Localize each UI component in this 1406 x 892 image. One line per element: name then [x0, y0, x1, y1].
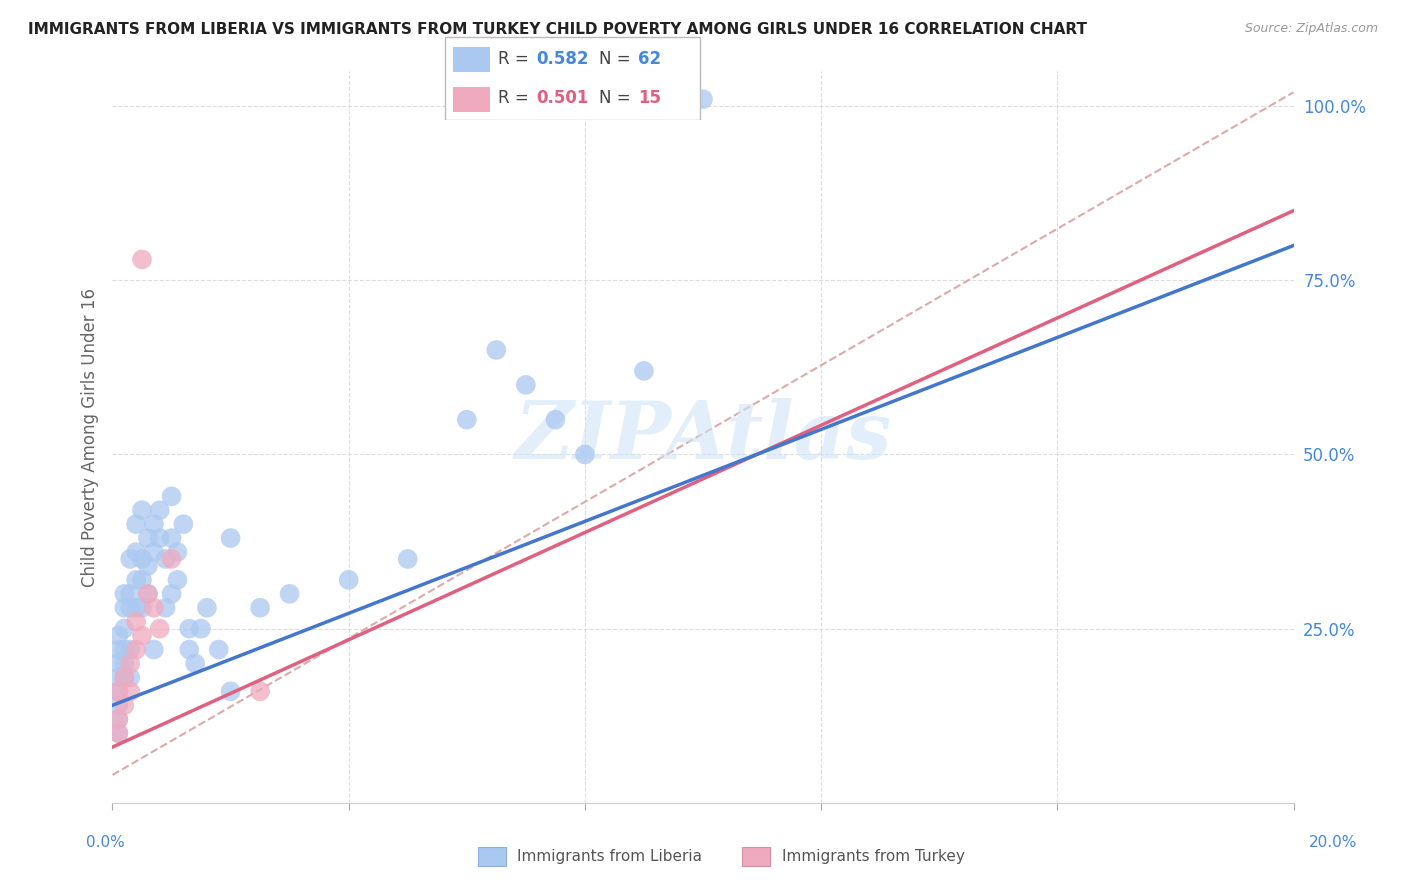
Point [136, 558, 159, 573]
Bar [453, 87, 489, 112]
Point [107, 684, 129, 698]
Bar [742, 847, 770, 865]
Point [125, 642, 148, 657]
Point [112, 670, 135, 684]
Point [120, 670, 142, 684]
Point [515, 377, 537, 392]
Text: N =: N = [599, 89, 636, 107]
Point [337, 573, 360, 587]
Point [142, 545, 165, 559]
Text: R =: R = [498, 89, 533, 107]
Point [278, 587, 301, 601]
Point [107, 642, 129, 657]
Point [120, 600, 142, 615]
Point [692, 92, 714, 106]
Text: Source: ZipAtlas.com: Source: ZipAtlas.com [1244, 22, 1378, 36]
Point [142, 642, 165, 657]
Point [107, 684, 129, 698]
Point [112, 600, 135, 615]
Point [125, 615, 148, 629]
Point [249, 684, 271, 698]
Point [107, 629, 129, 643]
Point [160, 489, 183, 503]
Point [574, 448, 596, 462]
Point [544, 412, 567, 426]
Point [125, 517, 148, 532]
Point [120, 657, 142, 671]
Point [131, 552, 153, 566]
Point [136, 587, 159, 601]
Point [107, 698, 129, 713]
Point [125, 600, 148, 615]
Point [208, 642, 231, 657]
Point [160, 587, 183, 601]
Point [149, 503, 172, 517]
Point [456, 412, 478, 426]
Point [120, 552, 142, 566]
Point [219, 684, 242, 698]
Text: 15: 15 [638, 89, 661, 107]
Point [112, 657, 135, 671]
Text: Immigrants from Liberia: Immigrants from Liberia [517, 849, 703, 863]
Text: IMMIGRANTS FROM LIBERIA VS IMMIGRANTS FROM TURKEY CHILD POVERTY AMONG GIRLS UNDE: IMMIGRANTS FROM LIBERIA VS IMMIGRANTS FR… [28, 22, 1087, 37]
Text: 0.0%: 0.0% [86, 836, 125, 850]
Point [190, 622, 212, 636]
Point [107, 657, 129, 671]
Point [120, 587, 142, 601]
Point [149, 622, 172, 636]
Point [160, 552, 183, 566]
Point [172, 517, 194, 532]
Point [107, 712, 129, 726]
Point [485, 343, 508, 357]
Point [107, 726, 129, 740]
Point [107, 712, 129, 726]
Point [166, 545, 188, 559]
Point [131, 573, 153, 587]
Point [131, 600, 153, 615]
Point [166, 573, 188, 587]
Text: Immigrants from Turkey: Immigrants from Turkey [782, 849, 965, 863]
Point [136, 531, 159, 545]
Point [125, 545, 148, 559]
Bar [478, 847, 506, 865]
Bar [453, 46, 489, 72]
Point [107, 670, 129, 684]
Point [125, 573, 148, 587]
Point [131, 503, 153, 517]
Point [112, 670, 135, 684]
Point [131, 252, 153, 267]
Point [112, 642, 135, 657]
Point [112, 698, 135, 713]
Text: N =: N = [599, 50, 636, 68]
Point [120, 684, 142, 698]
Point [179, 622, 201, 636]
Point [136, 587, 159, 601]
Point [120, 642, 142, 657]
Point [249, 600, 271, 615]
Point [112, 587, 135, 601]
Point [179, 642, 201, 657]
Point [142, 600, 165, 615]
Point [396, 552, 419, 566]
Text: R =: R = [498, 50, 533, 68]
Point [107, 726, 129, 740]
Point [160, 531, 183, 545]
Point [184, 657, 207, 671]
Point [155, 600, 177, 615]
Point [633, 364, 655, 378]
Y-axis label: Child Poverty Among Girls Under 16: Child Poverty Among Girls Under 16 [80, 287, 98, 587]
Text: 0.582: 0.582 [537, 50, 589, 68]
Text: 62: 62 [638, 50, 661, 68]
Point [142, 517, 165, 532]
Point [131, 629, 153, 643]
Point [112, 622, 135, 636]
Point [155, 552, 177, 566]
Text: 0.501: 0.501 [537, 89, 589, 107]
Point [219, 531, 242, 545]
Text: ZIPAtlas: ZIPAtlas [515, 399, 891, 475]
Text: 20.0%: 20.0% [1309, 836, 1357, 850]
Point [195, 600, 218, 615]
Point [149, 531, 172, 545]
FancyBboxPatch shape [446, 37, 700, 120]
